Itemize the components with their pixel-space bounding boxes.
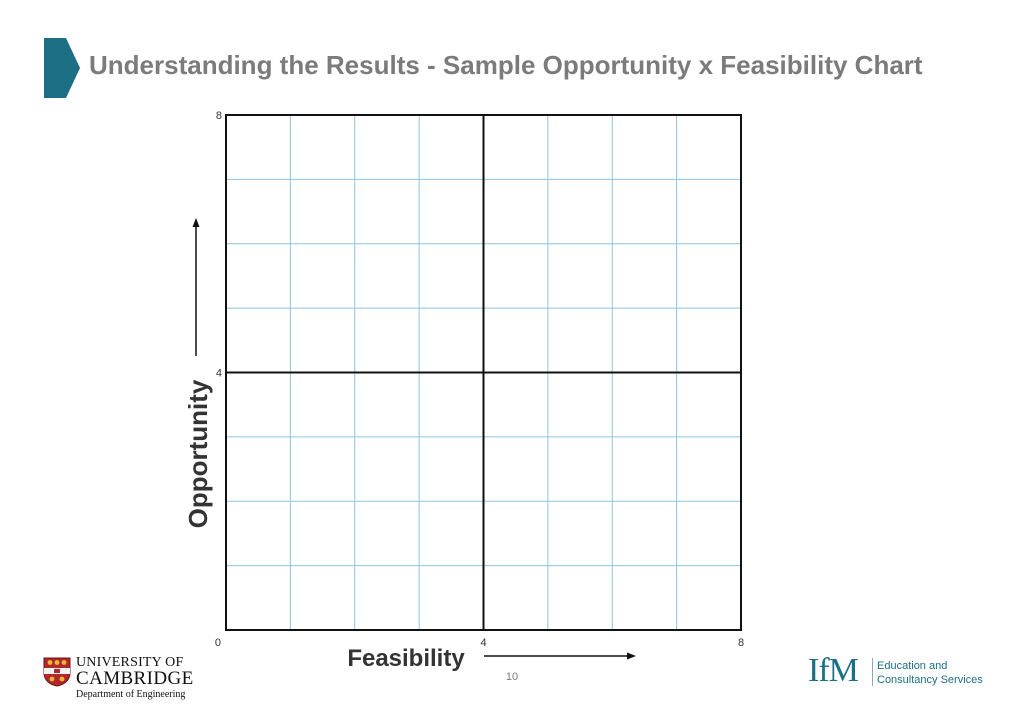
page-number: 10 bbox=[505, 671, 519, 683]
ifm-logo-line2: Consultancy Services bbox=[877, 674, 983, 686]
x-axis-arrowhead-icon bbox=[627, 652, 636, 660]
cambridge-crest-icon bbox=[43, 657, 71, 687]
y-axis-label: Opportunity bbox=[183, 379, 213, 528]
quadrant-dividers bbox=[226, 115, 741, 630]
ifm-logo-divider bbox=[872, 658, 873, 686]
y-tick-label: 8 bbox=[216, 110, 222, 122]
ifm-logo-mark: IfM bbox=[808, 652, 859, 689]
ifm-logo-line1: Education and bbox=[877, 660, 948, 672]
cambridge-logo: UNIVERSITY OF CAMBRIDGE Department of En… bbox=[43, 655, 213, 703]
y-axis-arrowhead-icon bbox=[192, 218, 200, 227]
tick-labels: 0 4 8 4 8 bbox=[215, 110, 744, 649]
plot-frame bbox=[225, 114, 742, 631]
slide-title: Understanding the Results - Sample Oppor… bbox=[89, 50, 923, 80]
title-chevron-icon bbox=[44, 38, 80, 98]
cambridge-logo-line3: Department of Engineering bbox=[76, 689, 186, 700]
x-tick-label: 4 bbox=[480, 637, 486, 649]
x-tick-label: 8 bbox=[738, 637, 744, 649]
x-tick-label: 0 bbox=[215, 637, 221, 649]
ifm-logo: IfM Education and Consultancy Services bbox=[808, 652, 998, 692]
y-tick-label: 4 bbox=[216, 368, 222, 380]
x-axis-label: Feasibility bbox=[347, 645, 465, 672]
cambridge-logo-line1: UNIVERSITY OF bbox=[76, 655, 184, 670]
cambridge-logo-line2: CAMBRIDGE bbox=[76, 668, 194, 689]
